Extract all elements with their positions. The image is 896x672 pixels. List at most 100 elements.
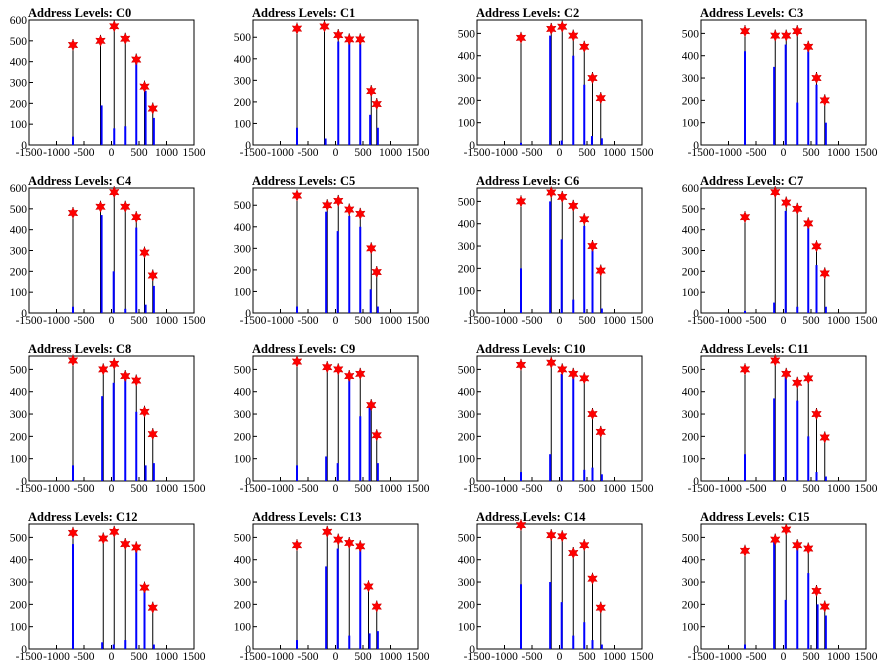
y-tick-label: 500 [682, 532, 700, 544]
histogram-bar-blue [600, 644, 603, 649]
histogram-bar-blue [600, 138, 603, 145]
histogram-bar-blue [376, 463, 379, 481]
y-tick-label: 100 [458, 622, 476, 634]
peak-marker [108, 525, 120, 538]
y-tick-label: 0 [21, 308, 27, 320]
x-tick-label: 1500 [407, 483, 430, 495]
plot-frame [700, 187, 867, 314]
plot-frame [252, 355, 419, 482]
histogram-bar-blue [796, 400, 799, 481]
chart-title: Address Levels: C3 [700, 6, 803, 20]
x-tick-label: -1500 [240, 315, 267, 327]
peak-marker [354, 207, 366, 220]
peak-marker [139, 80, 150, 93]
y-tick-label: 200 [10, 266, 28, 278]
x-tick-label: 1500 [407, 651, 430, 663]
plot-frame [476, 523, 643, 650]
chart-panel: Address Levels: C12 -1500 -1000 -500 0 500 100… [0, 504, 224, 672]
y-tick-label: 300 [10, 78, 28, 90]
x-tick-label: -500 [745, 147, 766, 159]
chart-svg: Address Levels: C4-1500 -1000 -500 0 500 1000… [10, 174, 206, 327]
histogram-bar-blue [101, 642, 104, 649]
histogram-bar-blue [152, 285, 155, 313]
y-tick-label: 200 [234, 599, 252, 611]
histogram-bar-blue [549, 201, 552, 313]
histogram-bar-blue [144, 90, 147, 145]
y-tick-label: 300 [234, 75, 252, 87]
peak-marker [587, 239, 598, 253]
peak-marker [578, 539, 590, 552]
x-tick-label: 1500 [183, 483, 206, 495]
x-tick-label: -1000 [715, 483, 742, 495]
histogram-bar-blue [549, 454, 552, 481]
y-tick-label: 0 [693, 140, 699, 152]
histogram-bar-blue [591, 467, 594, 481]
histogram-bar-blue [773, 537, 776, 649]
histogram-bar-blue [807, 573, 810, 649]
chart-svg: Address Levels: C6-1500 -1000 -500 0 500 1000… [458, 174, 654, 327]
chart-panel: Address Levels: C11 -1500 -1000 -500 0 500 100… [672, 336, 896, 504]
x-tick-label: 0 [557, 147, 563, 159]
y-tick-label: 100 [10, 287, 28, 299]
peak-marker [545, 529, 557, 542]
x-tick-label: -500 [73, 483, 94, 495]
x-tick-label: 1000 [827, 651, 850, 663]
histogram-bar-blue [359, 226, 362, 313]
y-tick-label: 100 [682, 118, 700, 130]
peak-marker [130, 541, 142, 554]
histogram-bar-blue [591, 640, 594, 649]
y-tick-label: 500 [10, 532, 28, 544]
x-tick-label: -1000 [715, 651, 742, 663]
y-tick-label: 500 [458, 28, 476, 40]
y-tick-label: 0 [469, 140, 475, 152]
y-tick-label: 0 [693, 308, 699, 320]
chart-panel: Address Levels: C6 -1500 -1000 -500 0 500 1000… [448, 168, 672, 336]
y-tick-label: 400 [682, 225, 700, 237]
peak-marker [319, 20, 330, 33]
chart-panel: Address Levels: C9 -1500 -1000 -500 0 500 1000… [224, 336, 448, 504]
histogram-bar-blue [816, 604, 819, 649]
chart-svg: Address Levels: C1-1500 -1000 -500 0 500 1000… [234, 6, 430, 159]
histogram-bar-blue [572, 55, 575, 145]
peak-marker [291, 189, 303, 202]
y-tick-label: 200 [458, 599, 476, 611]
histogram-bar-blue [368, 633, 371, 649]
x-tick-label: -500 [297, 483, 318, 495]
histogram-bar-blue [744, 51, 746, 145]
peak-marker [147, 102, 159, 115]
histogram-bar-blue [325, 566, 328, 649]
peak-marker [545, 186, 557, 199]
peak-marker [769, 29, 781, 42]
peak-marker [363, 580, 374, 593]
y-tick-label: 300 [682, 577, 700, 589]
peak-marker [567, 546, 579, 560]
y-tick-label: 500 [458, 532, 476, 544]
x-tick-label: 500 [354, 315, 372, 327]
x-tick-label: -1000 [267, 651, 294, 663]
peak-marker [291, 22, 303, 35]
histogram-bar-blue [296, 127, 298, 145]
x-tick-label: 1500 [407, 147, 430, 159]
histogram-bar-blue [348, 635, 351, 649]
chart-title: Address Levels: C13 [252, 510, 362, 524]
x-tick-label: 1500 [855, 651, 878, 663]
y-tick-label: 400 [234, 387, 252, 399]
peak-marker [371, 429, 383, 442]
x-tick-label: 0 [557, 483, 563, 495]
peak-marker [365, 242, 377, 255]
histogram-bar-blue [744, 310, 746, 313]
x-tick-label: -500 [73, 147, 94, 159]
x-tick-label: 1500 [631, 315, 654, 327]
histogram-bar-blue [135, 61, 138, 145]
histogram-bar-blue [135, 411, 138, 481]
chart-panel: Address Levels: C2 -1500 -1000 -500 0 500 1000… [448, 0, 672, 168]
histogram-bar-blue [784, 210, 787, 313]
peak-marker [332, 363, 344, 376]
histogram-bar-blue [824, 476, 827, 481]
chart-svg: Address Levels: C15 -1500 -1000 -500 0 500 100… [682, 510, 878, 663]
peak-marker [515, 358, 527, 372]
histogram-bar-blue [520, 584, 522, 649]
histogram-bar-blue [135, 550, 138, 649]
y-tick-label: 400 [682, 51, 700, 63]
peak-marker [567, 367, 579, 380]
